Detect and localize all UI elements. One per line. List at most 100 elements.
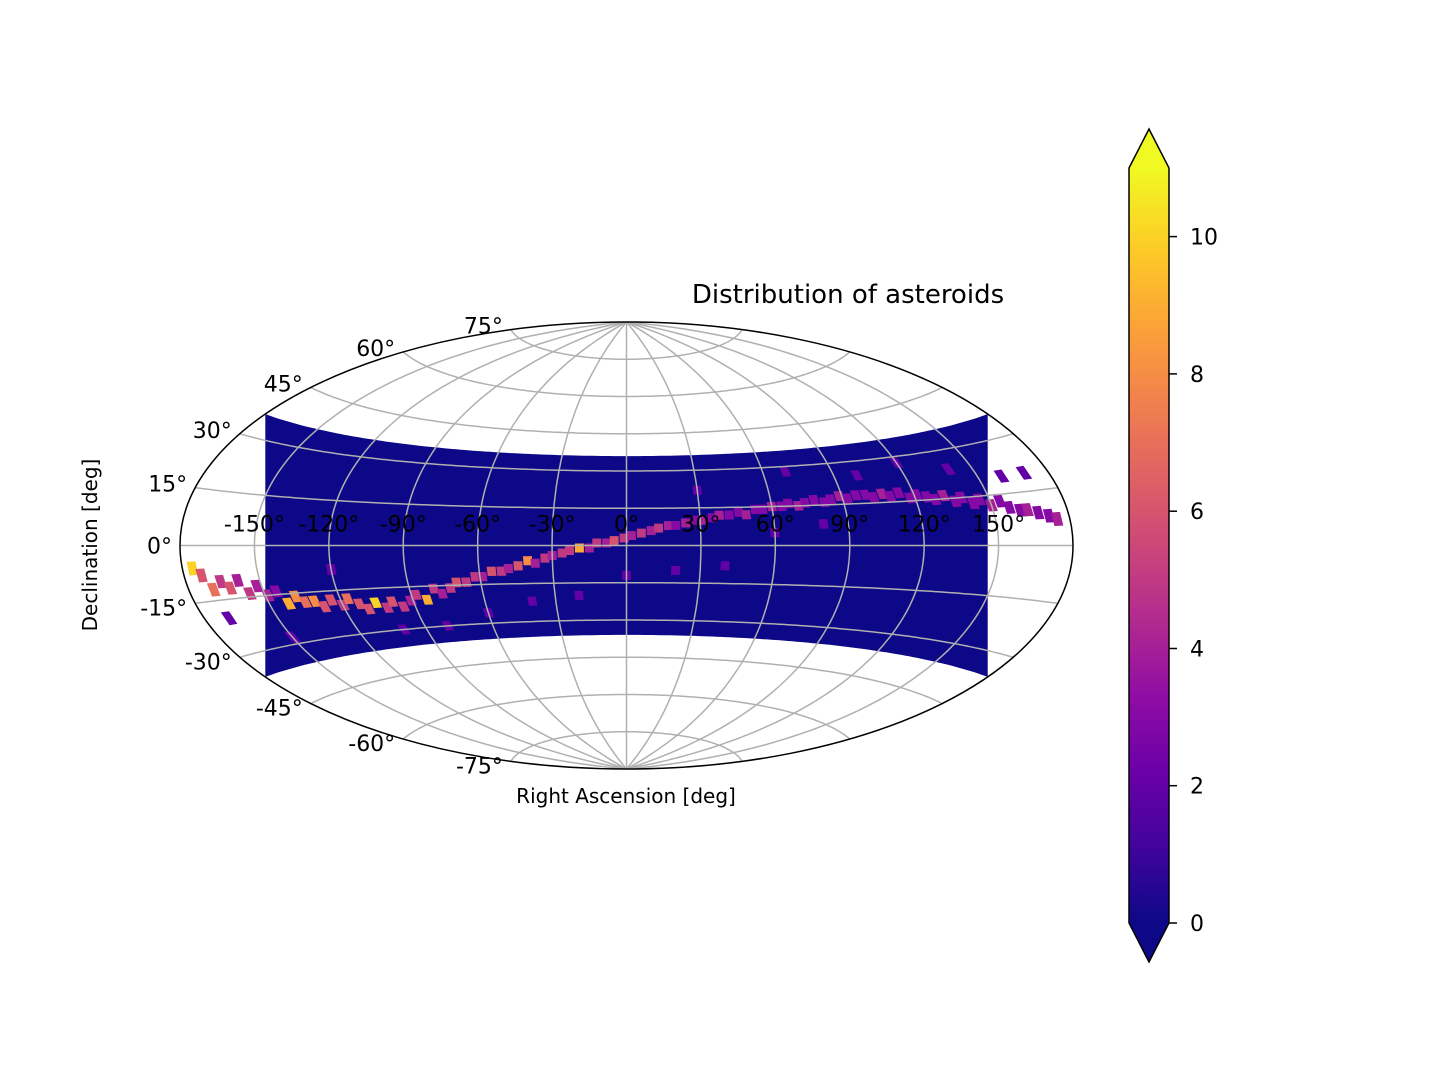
heatmap-cell (1032, 505, 1045, 520)
heatmap-cell (527, 596, 538, 606)
colorbar-tick-label: 0 (1190, 912, 1204, 937)
x-tick-label: 60° (756, 513, 795, 538)
heatmap-cell (206, 582, 221, 597)
graticule (180, 322, 1073, 769)
y-tick-label: 15° (148, 473, 187, 498)
heatmap-cell (565, 546, 574, 555)
heatmap-cell (530, 558, 540, 568)
parallel-gridline (195, 582, 1058, 605)
heatmap-cell (231, 573, 244, 587)
colorbar-tick-label: 6 (1190, 500, 1204, 525)
heatmap-cell (680, 518, 691, 528)
x-tick-label: 120° (898, 513, 951, 538)
heatmap-cell (410, 589, 422, 600)
colorbar-extend-max (1129, 129, 1169, 168)
x-tick-label: -120° (298, 513, 359, 538)
y-tick-label: 45° (264, 373, 303, 398)
x-tick-label: 30° (681, 513, 720, 538)
colorbar-gradient (1129, 168, 1169, 923)
y-tick-label: -45° (256, 697, 303, 722)
heatmap-cell (850, 470, 864, 481)
heatmap-cell (503, 563, 514, 574)
parallel-gridline (510, 731, 743, 762)
heatmap-cell (397, 601, 410, 612)
heatmap-cell (220, 611, 238, 626)
heatmap-cell (317, 600, 332, 613)
heatmap-cell (690, 515, 700, 525)
heatmap-cell (733, 507, 744, 517)
heatmap-cell (663, 521, 673, 531)
y-axis-label: Declination [deg] (78, 459, 102, 632)
heatmap-cell (940, 463, 957, 476)
heatmap-cell (223, 581, 238, 595)
heatmap-cell (993, 469, 1010, 483)
heatmap-cell (841, 493, 854, 504)
heatmap-cell (859, 489, 872, 500)
colorbar: 0 2 4 6 8 10 (1128, 127, 1218, 964)
heatmap-cell (1042, 508, 1056, 523)
parallel-gridline (239, 619, 1014, 659)
heatmap-cell (324, 594, 338, 606)
y-tick-label: -60° (348, 732, 395, 757)
x-tick-label: 90° (830, 513, 869, 538)
heatmap-cells (186, 457, 1064, 644)
chart-title: Distribution of asteroids (692, 280, 1004, 310)
y-tick-label: 0° (147, 535, 172, 560)
heatmap-cell (352, 598, 366, 610)
parallel-gridline (310, 386, 943, 435)
heatmap-cell (867, 491, 880, 503)
x-axis-label: Right Ascension [deg] (516, 784, 736, 808)
colorbar-extend-min (1129, 923, 1169, 962)
heatmap-cell (741, 510, 752, 520)
heatmap-cell (967, 497, 980, 510)
heatmap-cell (1015, 465, 1033, 480)
heatmap-cell (1003, 500, 1016, 514)
heatmap-cell (671, 565, 681, 575)
heatmap-cell (421, 594, 434, 605)
heatmap-cell (646, 526, 656, 536)
x-tick-label: -30° (529, 513, 576, 538)
heatmap-cell (883, 490, 897, 502)
colorbar-tick-label: 4 (1190, 638, 1204, 663)
heatmap-cell (369, 597, 383, 609)
heatmap-cell (609, 536, 619, 545)
heatmap-cell (470, 572, 481, 582)
heatmap-cell (523, 556, 533, 566)
heatmap-cell (824, 494, 837, 505)
heatmap-cell (1051, 511, 1064, 526)
x-tick-label: -150° (224, 513, 285, 538)
colorbar-ticks: 0 2 4 6 8 10 (1169, 226, 1218, 937)
heatmap-cell (636, 528, 646, 538)
colorbar-tick-label: 2 (1190, 775, 1204, 800)
heatmap-cell (557, 548, 567, 558)
heatmap-cell (540, 553, 550, 563)
heatmap-cell (214, 574, 228, 589)
heatmap-cell (808, 494, 820, 505)
heatmap-cell (849, 490, 862, 501)
parallel-gridline (239, 433, 1014, 472)
y-tick-label: -75° (456, 754, 503, 779)
heatmap-cell (627, 531, 636, 540)
y-tick-label: 75° (464, 315, 503, 340)
parallel-gridline (402, 693, 851, 740)
y-tick-labels: -75° -60° -45° -30° -15° 0° 15° 30° 45° 60° 75° (140, 315, 503, 780)
heatmap-cell (724, 510, 734, 520)
x-tick-label: -60° (454, 513, 501, 538)
heatmap-cell (195, 568, 208, 583)
heatmap-cell (671, 521, 681, 530)
x-tick-label: -90° (380, 513, 427, 538)
heatmap-cell (307, 595, 322, 608)
colorbar-tick-label: 8 (1190, 363, 1204, 388)
heatmap-cell (513, 561, 523, 571)
heatmap-cell (779, 466, 792, 477)
heatmap-cell (436, 588, 448, 599)
x-tick-labels: -150° -120° -90° -60° -30° 0° 30° 60° 90° 120° 150… (224, 513, 1025, 538)
x-tick-label: 0° (614, 513, 639, 538)
heatmap-cell (720, 561, 730, 571)
heatmap-cell (818, 519, 829, 529)
heatmap-cell (381, 602, 394, 613)
heatmap-cell (496, 566, 507, 576)
y-tick-label: -15° (140, 596, 187, 621)
x-tick-label: 150° (972, 513, 1025, 538)
